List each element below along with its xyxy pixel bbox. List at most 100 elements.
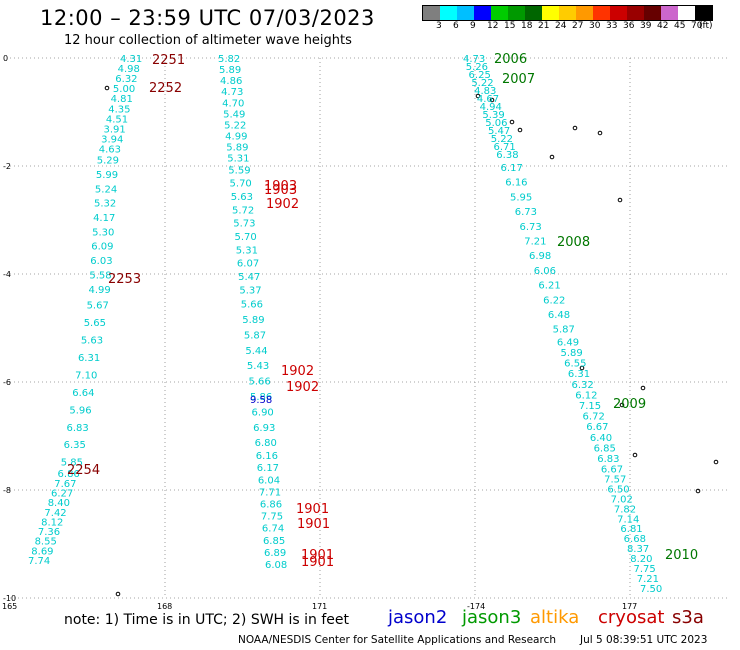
wave-height-value: 6.17 — [257, 463, 279, 474]
wave-height-value: 7.15 — [579, 401, 601, 412]
x-tick-label: 177 — [622, 602, 637, 611]
color-swatch — [661, 6, 678, 20]
color-swatch — [610, 6, 627, 20]
color-swatch — [508, 6, 525, 20]
color-scale-label: 42 — [657, 21, 669, 31]
color-scale-label: 27 — [572, 21, 584, 31]
pass-time-label: 1902 — [266, 197, 299, 212]
wave-height-value: 6.16 — [256, 451, 278, 462]
island-shape — [617, 197, 623, 203]
wave-height-value: 7.67 — [54, 479, 76, 490]
color-scale-label: 45 — [674, 21, 686, 31]
wave-height-value: 3.94 — [101, 134, 123, 145]
color-scale-label: 21 — [538, 21, 550, 31]
color-scale-label: 6 — [453, 21, 459, 31]
wave-height-value: 6.73 — [519, 222, 541, 233]
wave-height-value: 6.06 — [534, 266, 556, 277]
pass-time-label: 2253 — [108, 272, 141, 287]
wave-height-value: 6.81 — [620, 524, 642, 535]
color-swatch — [644, 6, 661, 20]
color-swatch — [593, 6, 610, 20]
color-swatch — [423, 6, 440, 20]
wave-height-value: 6.03 — [90, 256, 112, 267]
wave-height-value: 6.08 — [265, 560, 287, 571]
wave-height-value: 5.65 — [84, 318, 106, 329]
wave-height-value: 7.74 — [28, 556, 50, 567]
wave-height-value: 6.32 — [572, 380, 594, 391]
x-tick-label: 171 — [312, 602, 327, 611]
y-tick-label: 0 — [3, 54, 8, 63]
island-shape — [713, 459, 719, 465]
legend-jason2: jason2 — [388, 607, 448, 628]
wave-height-value: 8.55 — [35, 537, 57, 548]
wave-height-value: 4.83 — [474, 86, 496, 97]
wave-height-value: 7.36 — [38, 527, 60, 538]
wave-height-value: 5.59 — [228, 165, 250, 176]
x-tick-label: 168 — [157, 602, 172, 611]
wave-height-value: 4.81 — [111, 94, 133, 105]
legend-cryosat: cryosat — [598, 607, 665, 628]
color-scale-label: 70 — [691, 21, 703, 31]
wave-height-value: 5.31 — [227, 154, 249, 165]
color-swatch — [627, 6, 644, 20]
wave-height-value: 5.70 — [234, 232, 256, 243]
wave-height-value: 8.69 — [31, 546, 53, 557]
wave-height-value: 4.99 — [88, 285, 110, 296]
island-shape — [640, 385, 646, 391]
color-scale-label: 33 — [606, 21, 618, 31]
wave-height-value: 7.14 — [617, 514, 639, 525]
pass-time-label: 1901 — [296, 502, 329, 517]
wave-height-value: 5.99 — [96, 170, 118, 181]
color-swatch — [576, 6, 593, 20]
wave-height-value: 5.89 — [226, 143, 248, 154]
wave-height-value: 5.87 — [244, 330, 266, 341]
page-title: 12:00 – 23:59 UTC 07/03/2023 — [40, 6, 375, 30]
x-tick-label: -174 — [467, 602, 485, 611]
wave-height-value: 5.44 — [245, 346, 267, 357]
wave-height-value: 6.48 — [548, 310, 570, 321]
wave-height-value: 4.94 — [480, 102, 502, 113]
wave-height-value: 6.22 — [543, 295, 565, 306]
island-shape — [579, 365, 585, 371]
wave-height-value: 8.12 — [41, 517, 63, 528]
pass-time-label: 1901 — [301, 555, 334, 570]
credit-text: NOAA/NESDIS Center for Satellite Applica… — [238, 634, 556, 646]
color-scale-label: 3 — [436, 21, 442, 31]
generated-timestamp: Jul 5 08:39:51 UTC 2023 — [580, 634, 708, 646]
color-swatch — [678, 6, 695, 20]
wave-height-value: 6.73 — [515, 207, 537, 218]
wave-height-value: 6.85 — [594, 443, 616, 454]
wave-height-value: 6.67 — [601, 464, 623, 475]
color-scale-label: 39 — [640, 21, 652, 31]
wave-height-value: 5.22 — [491, 134, 513, 145]
wave-height-value: 6.12 — [575, 390, 597, 401]
wave-height-value-jason2: 9.58 — [250, 395, 272, 406]
wave-height-value: 6.40 — [590, 433, 612, 444]
wave-height-value: 4.99 — [225, 132, 247, 143]
wave-height-value: 4.17 — [93, 213, 115, 224]
color-swatch — [491, 6, 508, 20]
wave-height-value: 6.27 — [51, 489, 73, 500]
wave-height-value: 5.24 — [95, 184, 117, 195]
wave-height-value: 7.21 — [637, 574, 659, 585]
color-scale-label: 36 — [623, 21, 635, 31]
pass-time-label: 1902 — [286, 380, 319, 395]
wave-height-value: 4.35 — [108, 104, 130, 115]
island-shape — [517, 127, 523, 133]
color-swatch — [559, 6, 576, 20]
y-tick-label: -6 — [3, 378, 11, 387]
wave-height-value: 7.57 — [604, 474, 626, 485]
island-shape — [572, 125, 578, 131]
pass-time-label: 1902 — [281, 364, 314, 379]
wave-height-value: 5.47 — [488, 126, 510, 137]
wave-height-value: 6.09 — [91, 242, 113, 253]
wave-height-value: 3.91 — [103, 124, 125, 135]
wave-height-value: 5.66 — [241, 300, 263, 311]
wave-height-value: 6.89 — [264, 548, 286, 559]
wave-height-value: 5.96 — [69, 405, 91, 416]
legend-s3a: s3a — [672, 607, 704, 628]
wave-height-value: 5.26 — [466, 62, 488, 73]
color-scale-label: 30 — [589, 21, 601, 31]
wave-height-value: 6.25 — [469, 70, 491, 81]
